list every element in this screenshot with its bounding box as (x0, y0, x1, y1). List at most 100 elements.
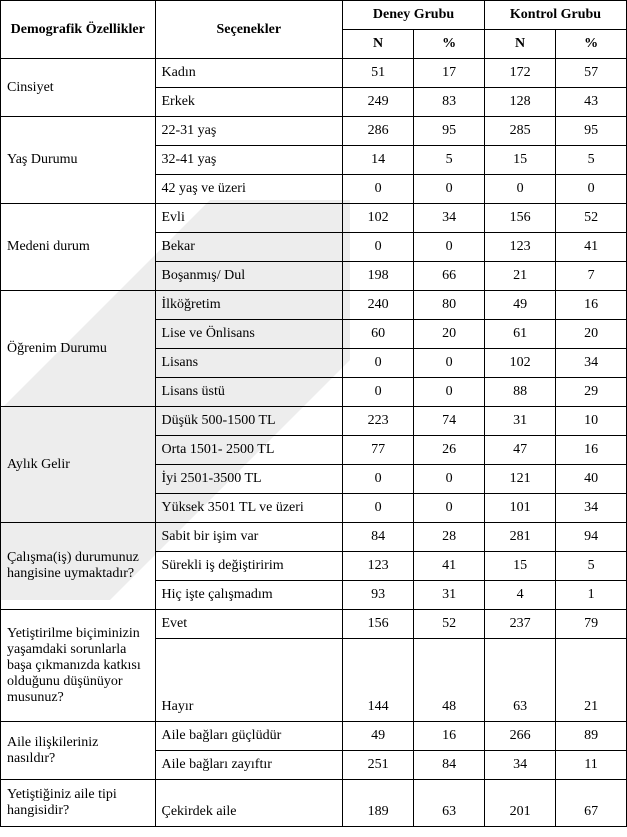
option-cell: İlköğretim (155, 291, 343, 320)
table-header-row1: Demografik Özellikler Seçenekler Deney G… (1, 1, 627, 30)
value-cell: 34 (414, 204, 485, 233)
table-row: Yaş Durumu22-31 yaş2869528595 (1, 117, 627, 146)
value-cell: 286 (343, 117, 414, 146)
option-cell: Aile bağları güçlüdür (155, 722, 343, 751)
table-row: CinsiyetKadın511717257 (1, 59, 627, 88)
value-cell: 281 (485, 523, 556, 552)
value-cell: 0 (343, 378, 414, 407)
value-cell: 41 (414, 552, 485, 581)
value-cell: 52 (556, 204, 627, 233)
value-cell: 0 (343, 494, 414, 523)
value-cell: 15 (485, 552, 556, 581)
value-cell: 156 (485, 204, 556, 233)
option-cell: Evli (155, 204, 343, 233)
option-cell: İyi 2501-3500 TL (155, 465, 343, 494)
section-label: Yaş Durumu (1, 117, 156, 204)
value-cell: 47 (485, 436, 556, 465)
value-cell: 156 (343, 610, 414, 639)
option-cell: Çekirdek aile (155, 780, 343, 827)
value-cell: 11 (556, 751, 627, 780)
table-row: Aylık GelirDüşük 500-1500 TL223743110 (1, 407, 627, 436)
value-cell: 48 (414, 639, 485, 722)
value-cell: 5 (414, 146, 485, 175)
value-cell: 7 (556, 262, 627, 291)
value-cell: 41 (556, 233, 627, 262)
value-cell: 63 (485, 639, 556, 722)
value-cell: 1 (556, 581, 627, 610)
value-cell: 93 (343, 581, 414, 610)
value-cell: 102 (343, 204, 414, 233)
value-cell: 121 (485, 465, 556, 494)
value-cell: 237 (485, 610, 556, 639)
header-demografik: Demografik Özellikler (1, 1, 156, 59)
value-cell: 0 (414, 378, 485, 407)
option-cell: 22-31 yaş (155, 117, 343, 146)
option-cell: Yüksek 3501 TL ve üzeri (155, 494, 343, 523)
value-cell: 21 (485, 262, 556, 291)
value-cell: 201 (485, 780, 556, 827)
section-label: Aile ilişkileriniz nasıldır? (1, 722, 156, 780)
value-cell: 20 (556, 320, 627, 349)
value-cell: 16 (556, 436, 627, 465)
value-cell: 0 (414, 175, 485, 204)
option-cell: Kadın (155, 59, 343, 88)
value-cell: 240 (343, 291, 414, 320)
demographic-table: Demografik Özellikler Seçenekler Deney G… (0, 0, 627, 827)
option-cell: Erkek (155, 88, 343, 117)
header-deney-pct: % (414, 30, 485, 59)
section-label: Öğrenim Durumu (1, 291, 156, 407)
table-row: Çalışma(iş) durumunuz hangisine uymaktad… (1, 523, 627, 552)
value-cell: 88 (485, 378, 556, 407)
option-cell: 42 yaş ve üzeri (155, 175, 343, 204)
value-cell: 14 (343, 146, 414, 175)
header-deney-n: N (343, 30, 414, 59)
value-cell: 266 (485, 722, 556, 751)
value-cell: 84 (414, 751, 485, 780)
section-label: Medeni durum (1, 204, 156, 291)
value-cell: 43 (556, 88, 627, 117)
table-row: Yetiştirilme biçiminizin yaşamdaki sorun… (1, 610, 627, 639)
table-row: Yetiştiğiniz aile tipi hangisidir?Çekird… (1, 780, 627, 827)
value-cell: 74 (414, 407, 485, 436)
table-row: Medeni durumEvli1023415652 (1, 204, 627, 233)
value-cell: 0 (556, 175, 627, 204)
value-cell: 285 (485, 117, 556, 146)
value-cell: 0 (414, 494, 485, 523)
value-cell: 51 (343, 59, 414, 88)
section-label: Yetiştirilme biçiminizin yaşamdaki sorun… (1, 610, 156, 722)
value-cell: 79 (556, 610, 627, 639)
option-cell: Evet (155, 610, 343, 639)
value-cell: 67 (556, 780, 627, 827)
value-cell: 172 (485, 59, 556, 88)
table-row: Öğrenim Durumuİlköğretim240804916 (1, 291, 627, 320)
value-cell: 95 (556, 117, 627, 146)
header-deney-grubu: Deney Grubu (343, 1, 485, 30)
value-cell: 10 (556, 407, 627, 436)
option-cell: Bekar (155, 233, 343, 262)
value-cell: 28 (414, 523, 485, 552)
value-cell: 77 (343, 436, 414, 465)
value-cell: 34 (485, 751, 556, 780)
value-cell: 52 (414, 610, 485, 639)
value-cell: 198 (343, 262, 414, 291)
value-cell: 15 (485, 146, 556, 175)
value-cell: 60 (343, 320, 414, 349)
section-label: Cinsiyet (1, 59, 156, 117)
value-cell: 123 (485, 233, 556, 262)
value-cell: 34 (556, 349, 627, 378)
value-cell: 89 (556, 722, 627, 751)
value-cell: 21 (556, 639, 627, 722)
value-cell: 128 (485, 88, 556, 117)
value-cell: 0 (485, 175, 556, 204)
value-cell: 63 (414, 780, 485, 827)
value-cell: 5 (556, 146, 627, 175)
option-cell: Orta 1501- 2500 TL (155, 436, 343, 465)
value-cell: 66 (414, 262, 485, 291)
value-cell: 26 (414, 436, 485, 465)
value-cell: 34 (556, 494, 627, 523)
value-cell: 84 (343, 523, 414, 552)
option-cell: Lisans (155, 349, 343, 378)
value-cell: 4 (485, 581, 556, 610)
option-cell: Sürekli iş değiştiririm (155, 552, 343, 581)
option-cell: Sabit bir işim var (155, 523, 343, 552)
